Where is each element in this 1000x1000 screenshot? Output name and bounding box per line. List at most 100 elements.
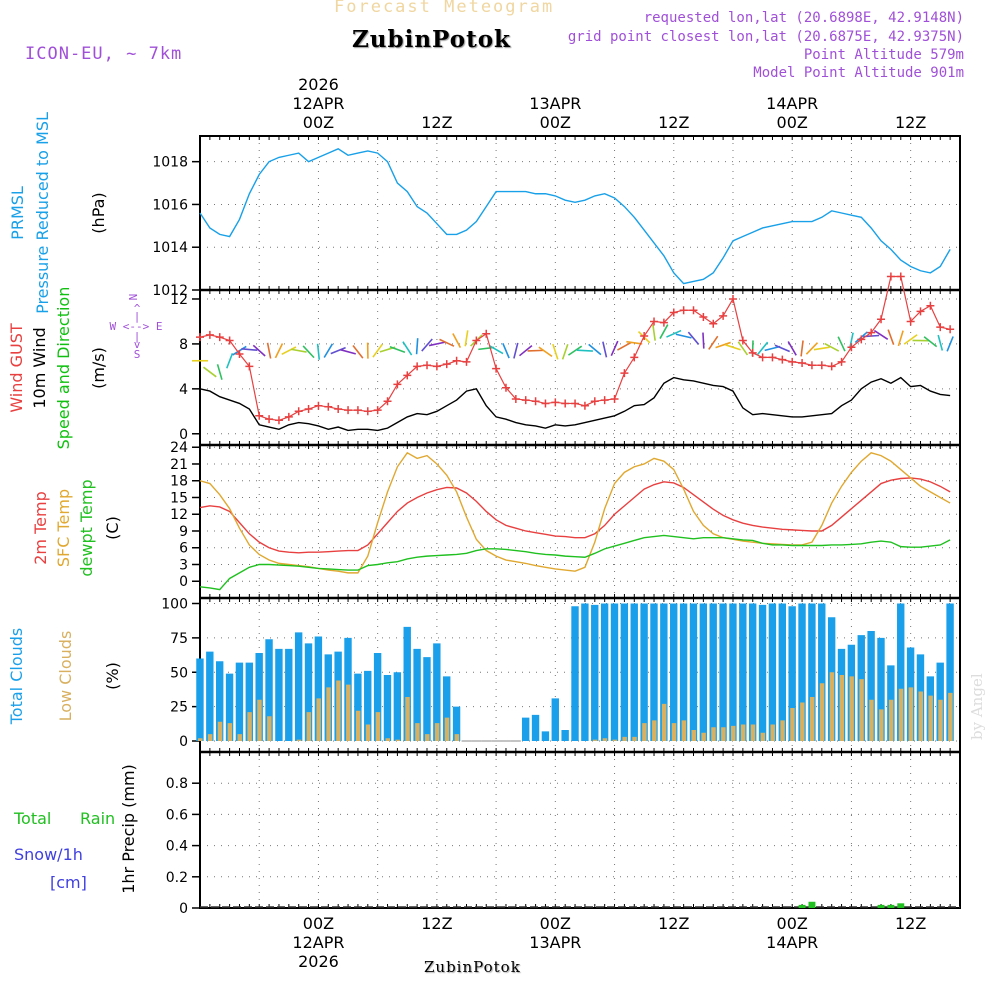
low-cloud-bar	[444, 717, 450, 741]
wind-direction-arrow	[330, 346, 346, 355]
wind-direction-arrow	[316, 343, 321, 360]
wind-direction-arrow	[702, 332, 705, 349]
total-cloud-bar	[373, 653, 382, 741]
total-cloud-bar	[255, 653, 263, 741]
wind-gust-point	[679, 306, 688, 315]
bottom-time-label: 12APR	[292, 933, 344, 952]
bottom-time-label: 00Z	[777, 914, 808, 933]
wind-direction-arrow	[708, 335, 719, 350]
wind-gust-point	[807, 361, 816, 370]
total-cloud-bar	[660, 603, 668, 741]
top-time-label: 12Z	[421, 113, 452, 132]
low-cloud-bar	[454, 734, 460, 741]
low-cloud-bar	[355, 710, 361, 741]
total-cloud-bar	[551, 698, 559, 741]
wind-gust-point	[423, 361, 432, 370]
wind-direction-arrow	[837, 336, 846, 352]
wind-gust-point	[225, 336, 234, 345]
wind-direction-arrow	[617, 341, 632, 351]
low-cloud-bar	[336, 680, 341, 741]
y-tick-label: 0	[179, 574, 188, 590]
low-cloud-bar	[918, 691, 923, 741]
wind-direction-arrow	[502, 342, 510, 359]
total-cloud-bar	[591, 604, 599, 741]
wind-direction-arrow	[340, 348, 356, 355]
compass-bar: |	[134, 310, 141, 323]
low-cloud-bar	[938, 699, 943, 741]
wind-gust-point	[531, 397, 540, 406]
low-cloud-bar	[770, 724, 775, 741]
wind-direction-arrow	[567, 345, 583, 356]
total-cloud-bar	[640, 603, 648, 741]
wind-direction-arrow	[787, 341, 797, 356]
total-cloud-bar	[561, 730, 569, 741]
low-cloud-bar	[948, 692, 953, 741]
low-cloud-bar	[681, 720, 687, 741]
wind-direction-arrow	[513, 342, 519, 359]
low-cloud-bar	[829, 672, 835, 741]
wind-gust-point	[768, 353, 777, 362]
low-cloud-bar	[425, 734, 430, 741]
y-tick-label: 15	[170, 490, 188, 506]
wind-gust-point	[580, 401, 589, 410]
total-cloud-bar	[758, 604, 767, 741]
low-cloud-bar	[740, 724, 746, 741]
y-tick-label: 50	[170, 665, 188, 681]
wind-gust-point	[798, 359, 807, 368]
station-name: ZubinPotok	[352, 26, 511, 53]
low-cloud-bar	[849, 676, 854, 741]
low-cloud-bar	[346, 684, 351, 741]
wind-gust-point	[571, 399, 580, 408]
wind-gust-point	[926, 301, 935, 310]
wind-direction-arrow	[800, 340, 804, 357]
wind-direction-arrow	[652, 324, 656, 341]
low-cloud-bar	[701, 732, 706, 741]
wind-gust-point	[946, 325, 955, 334]
wind-gust-point	[501, 383, 510, 392]
wind-gust-point	[610, 394, 619, 403]
bottom-time-label: 00Z	[303, 914, 334, 933]
total-cloud-bar	[531, 714, 540, 741]
wind-gust-point	[906, 317, 915, 326]
low-cloud-bar	[227, 723, 233, 741]
wind-direction-arrow	[715, 341, 731, 349]
bottom-time-label: 13APR	[529, 933, 581, 952]
wind-direction-arrow	[216, 364, 223, 380]
total-cloud-bar	[225, 673, 234, 741]
low-cloud-bar	[839, 675, 845, 741]
total-cloud-bar	[709, 603, 717, 741]
y-tick-label: 24	[170, 440, 188, 456]
temp-unit-label: (C)	[103, 516, 122, 540]
y-tick-label: 25	[170, 700, 188, 716]
total-cloud-bar	[946, 603, 954, 741]
low-cloud-bar	[652, 720, 657, 741]
y-tick-label: 0.6	[166, 807, 188, 823]
low-cloud-bar	[405, 697, 410, 741]
total-cloud-bar	[798, 603, 806, 741]
bottom-time-label: 12Z	[658, 914, 689, 933]
total-cloud-bar	[581, 603, 589, 741]
total-cloud-bar	[679, 603, 688, 741]
wind-direction-arrow	[464, 330, 469, 347]
y-tick-label: 4	[179, 382, 188, 398]
low-cloud-bar	[434, 723, 440, 741]
total-cloud-bar	[689, 603, 698, 741]
low-cloud-bar	[316, 698, 321, 741]
wind-gust-point	[521, 396, 530, 405]
wind-gust-point	[689, 306, 698, 315]
low-cloud-bar	[375, 712, 381, 741]
wind-gust-point	[541, 399, 550, 408]
low-cloud-bar	[760, 732, 766, 741]
wind-gust-point	[383, 397, 392, 406]
wind-direction-arrow	[281, 346, 297, 355]
wind-gust-point	[630, 353, 639, 362]
compass-bar: |	[134, 330, 141, 343]
wind-gust-point	[314, 401, 323, 410]
wind-direction-arrow	[415, 338, 419, 355]
wind-direction-arrow	[687, 331, 700, 345]
snow-label: Snow/1h	[14, 845, 83, 864]
total-cloud-bar	[818, 603, 826, 741]
chart-title: Forecast Meteogram	[334, 0, 555, 17]
wind-gust-point	[650, 317, 659, 326]
